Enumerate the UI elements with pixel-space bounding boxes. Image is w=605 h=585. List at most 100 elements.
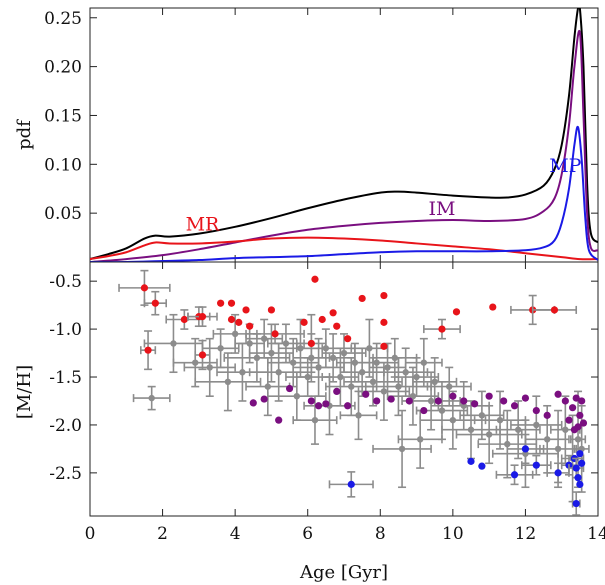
data-point: [321, 333, 367, 374]
data-point: [561, 397, 569, 405]
point-marker: [569, 404, 577, 412]
data-point: [520, 454, 552, 476]
y-tick-label: -1.5: [49, 368, 82, 388]
data-point: [227, 315, 236, 324]
x-tick-label: 0: [85, 524, 96, 544]
point-marker: [275, 369, 282, 376]
point-marker: [533, 421, 540, 429]
point-marker: [570, 426, 579, 434]
pdf-curve: [90, 236, 598, 261]
data-point: [441, 400, 501, 460]
point-marker: [504, 440, 511, 448]
point-marker: [380, 342, 388, 350]
point-marker: [500, 397, 508, 405]
point-marker: [300, 318, 308, 326]
x-tick-label: 8: [375, 524, 386, 544]
point-marker: [510, 471, 519, 479]
data-point: [344, 402, 352, 410]
bottom-panel: -0.5 -1.0 -1.5 -2.0 -2.5 0 2 4 6 8 10 12 14 [M/H] A…: [14, 261, 605, 583]
point-marker: [417, 436, 424, 443]
point-marker: [431, 378, 438, 386]
data-point: [510, 402, 519, 410]
data-point: [296, 313, 327, 374]
pdf-curve: [90, 8, 598, 261]
point-marker: [532, 406, 540, 415]
point-marker: [267, 306, 276, 314]
data-point: [404, 337, 443, 388]
point-marker: [318, 315, 326, 324]
data-point: [397, 409, 443, 469]
point-marker: [478, 412, 486, 419]
point-marker: [579, 419, 588, 427]
curve-label: MP: [549, 155, 581, 177]
point-marker: [485, 392, 493, 400]
curve-label: MR: [186, 214, 220, 236]
data-point: [333, 322, 341, 330]
point-marker: [311, 275, 319, 283]
point-marker: [224, 378, 232, 386]
x-tick-label: 10: [442, 524, 464, 544]
point-marker: [264, 383, 271, 390]
data-point: [578, 459, 586, 467]
y-tick-label: 0.25: [44, 9, 82, 29]
y-tick-label: -1.0: [49, 320, 82, 340]
data-point: [267, 306, 276, 314]
point-marker: [311, 416, 319, 424]
point-marker: [344, 402, 352, 410]
data-point: [423, 318, 461, 340]
data-point: [485, 392, 493, 400]
data-point: [578, 397, 586, 405]
data-point: [543, 411, 551, 419]
point-marker: [572, 499, 580, 508]
data-point: [460, 397, 468, 405]
y-tick-label: 0.05: [44, 204, 82, 224]
point-marker: [231, 330, 239, 338]
point-marker: [471, 400, 479, 408]
point-marker: [449, 416, 457, 424]
point-marker: [420, 359, 428, 366]
point-marker: [322, 345, 330, 352]
point-marker: [192, 359, 199, 366]
data-point: [554, 390, 562, 398]
data-point: [143, 290, 167, 316]
point-marker: [521, 394, 530, 402]
bottom-panel-frame: [89, 261, 599, 517]
data-point: [576, 450, 584, 458]
point-marker: [562, 426, 569, 433]
point-marker: [144, 346, 152, 354]
point-marker: [180, 315, 188, 324]
point-marker: [395, 383, 402, 390]
point-marker: [373, 397, 381, 405]
point-marker: [206, 364, 213, 371]
x-tick-label: 2: [157, 524, 168, 544]
point-marker: [304, 373, 311, 381]
point-marker: [239, 369, 246, 376]
curve-labels: MR IM MP: [186, 155, 582, 236]
point-marker: [574, 436, 582, 443]
curve-label: IM: [428, 198, 455, 220]
point-marker: [449, 392, 457, 400]
point-marker: [140, 284, 149, 292]
point-marker: [576, 480, 584, 488]
data-point: [339, 390, 378, 441]
data-point: [574, 474, 582, 482]
data-point: [132, 385, 171, 411]
point-marker: [358, 369, 366, 376]
point-marker: [554, 469, 562, 477]
point-marker: [384, 364, 391, 371]
point-marker: [420, 406, 428, 415]
bottom-y-axis-label: [M/H]: [14, 365, 35, 419]
point-marker: [467, 457, 475, 465]
point-marker: [198, 313, 207, 321]
point-marker: [402, 369, 409, 376]
point-marker: [489, 303, 497, 311]
point-marker: [438, 325, 446, 333]
point-marker: [380, 318, 388, 326]
top-panel-frame: [89, 7, 599, 263]
point-marker: [253, 354, 261, 362]
top-panel: 0.05 0.10 0.15 0.20 0.25 MR IM MP pdf: [14, 7, 599, 263]
data-point: [571, 491, 581, 516]
data-point: [569, 404, 577, 412]
point-marker: [333, 322, 341, 330]
